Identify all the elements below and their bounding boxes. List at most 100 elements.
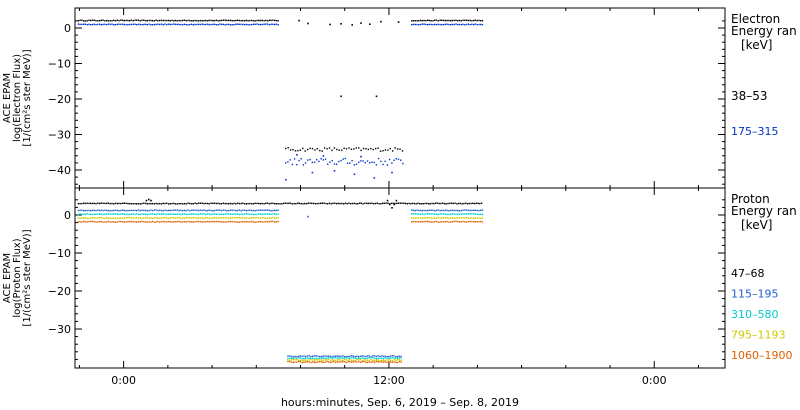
- data-point: [450, 213, 452, 215]
- data-point: [254, 217, 256, 219]
- data-point: [297, 150, 299, 152]
- data-point: [285, 178, 287, 181]
- data-point: [379, 150, 382, 152]
- data-point: [462, 213, 464, 215]
- data-point: [100, 213, 102, 215]
- data-point: [275, 217, 278, 219]
- data-point: [169, 23, 171, 26]
- data-point: [238, 217, 240, 219]
- data-point: [134, 221, 136, 223]
- data-point: [109, 20, 111, 22]
- data-point: [228, 23, 230, 26]
- data-point: [469, 19, 471, 22]
- data-point: [153, 221, 156, 223]
- data-point: [351, 160, 353, 162]
- data-point: [120, 220, 122, 223]
- data-point: [254, 210, 256, 212]
- data-point: [307, 215, 309, 218]
- data-point: [373, 161, 375, 164]
- data-point: [231, 217, 233, 219]
- data-point: [275, 213, 278, 216]
- data-point: [446, 209, 448, 212]
- data-point: [298, 19, 300, 22]
- data-point: [361, 355, 363, 357]
- data-point: [104, 23, 106, 25]
- data-point: [384, 359, 386, 362]
- data-point: [114, 213, 117, 215]
- data-point: [435, 220, 438, 223]
- data-point: [421, 23, 424, 25]
- data-point: [167, 220, 170, 223]
- data-point: [403, 202, 405, 204]
- data-point: [121, 221, 124, 223]
- data-point: [430, 23, 432, 26]
- data-point: [150, 19, 152, 22]
- data-point: [208, 19, 210, 22]
- data-point: [352, 355, 355, 357]
- data-point: [233, 213, 235, 215]
- data-point: [88, 217, 90, 219]
- data-point: [436, 202, 439, 204]
- data-point: [235, 209, 237, 212]
- data-point: [272, 202, 274, 204]
- data-point: [372, 148, 374, 151]
- data-point: [123, 23, 125, 26]
- data-point: [397, 158, 400, 160]
- data-point: [380, 203, 382, 205]
- data-point: [160, 209, 163, 212]
- data-point: [79, 19, 81, 21]
- data-point: [451, 23, 454, 26]
- data-point: [372, 361, 374, 363]
- data-point: [478, 221, 480, 223]
- data-point: [451, 209, 454, 212]
- data-point: [240, 213, 242, 215]
- data-point: [206, 210, 209, 212]
- data-point: [277, 209, 279, 211]
- data-point: [215, 202, 217, 205]
- data-point: [350, 361, 353, 363]
- data-point: [93, 217, 95, 219]
- data-point: [354, 360, 356, 363]
- data-point: [174, 19, 177, 22]
- data-point: [324, 359, 326, 361]
- data-point: [389, 147, 391, 150]
- data-point: [423, 19, 425, 22]
- data-point: [358, 161, 360, 163]
- data-point: [259, 19, 262, 22]
- data-point: [411, 20, 413, 22]
- data-point: [245, 23, 248, 26]
- data-point: [247, 24, 249, 26]
- y-axis-title-line: log(Electron Flux): [12, 54, 23, 142]
- data-point: [231, 209, 233, 212]
- data-point: [116, 221, 118, 223]
- data-point: [148, 217, 150, 219]
- data-point: [189, 210, 191, 212]
- data-point: [336, 148, 338, 151]
- data-point: [107, 23, 110, 25]
- data-point: [451, 19, 454, 22]
- data-point: [358, 147, 360, 149]
- data-point: [222, 217, 225, 219]
- data-point: [242, 19, 244, 22]
- data-point: [254, 221, 256, 223]
- y-tick-label: −30: [48, 323, 71, 336]
- data-point: [354, 356, 356, 358]
- data-point: [313, 355, 316, 357]
- data-point: [315, 355, 317, 357]
- data-point: [342, 357, 344, 359]
- data-point: [335, 357, 337, 359]
- data-point: [263, 221, 265, 223]
- data-point: [384, 160, 386, 162]
- data-point: [185, 24, 187, 26]
- data-point: [97, 20, 99, 22]
- data-point: [169, 209, 171, 212]
- data-point: [197, 220, 200, 223]
- data-point: [441, 217, 443, 219]
- data-point: [77, 209, 80, 212]
- data-point: [347, 357, 349, 359]
- data-point: [440, 202, 442, 205]
- data-point: [247, 221, 249, 223]
- data-point: [136, 217, 138, 219]
- data-point: [425, 23, 427, 26]
- data-point: [144, 217, 147, 219]
